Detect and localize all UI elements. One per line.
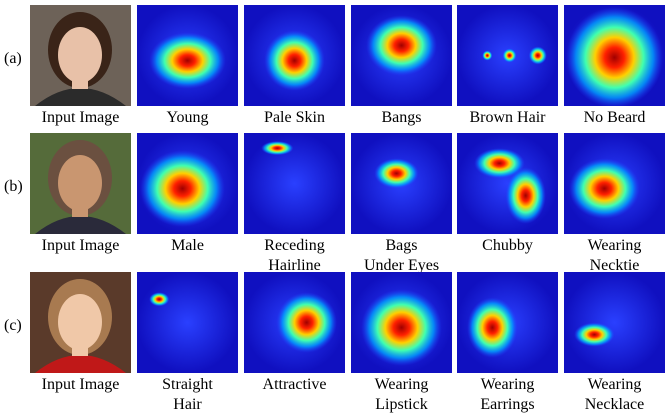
caption-line: Male (133, 236, 243, 256)
activation (140, 150, 225, 227)
heatmap (457, 5, 558, 106)
activation (529, 46, 547, 64)
activation (276, 292, 337, 353)
activation (505, 167, 545, 224)
caption-line: Receding (240, 236, 350, 256)
activation (566, 7, 663, 106)
heatmap-bg (137, 272, 238, 373)
caption: Young (133, 108, 243, 128)
caption-line: Chubby (453, 236, 563, 256)
activation (569, 158, 640, 219)
activation (502, 48, 516, 62)
caption-line: Bangs (347, 108, 457, 128)
face (58, 155, 102, 211)
heatmap (244, 5, 345, 106)
heatmap-bg (244, 133, 345, 234)
heatmap (351, 133, 452, 234)
heatmap (137, 272, 238, 373)
input-image (30, 133, 131, 234)
activation (482, 50, 492, 60)
heatmap (351, 5, 452, 106)
caption-line: Input Image (26, 375, 136, 395)
caption: No Beard (560, 108, 668, 128)
heatmap (244, 272, 345, 373)
caption: Bangs (347, 108, 457, 128)
caption: Input Image (26, 108, 136, 128)
activation (264, 30, 325, 91)
caption-line: Wearing (560, 375, 668, 395)
caption-line: Wearing (560, 236, 668, 256)
caption-line: Straight (133, 375, 243, 395)
heatmap (351, 272, 452, 373)
caption: Male (133, 236, 243, 256)
face (58, 27, 102, 83)
caption: Brown Hair (453, 108, 563, 128)
caption-line: Input Image (26, 108, 136, 128)
activation (574, 323, 614, 347)
activation (374, 158, 418, 188)
caption-line: Hair (133, 395, 243, 415)
caption-line: Attractive (240, 375, 350, 395)
caption: Chubby (453, 236, 563, 256)
activation (149, 292, 169, 306)
input-image (30, 272, 131, 373)
caption-line: Input Image (26, 236, 136, 256)
caption: Input Image (26, 375, 136, 395)
caption-line: Earrings (453, 395, 563, 415)
activation (361, 289, 442, 366)
caption-line: Brown Hair (453, 108, 563, 128)
activation (149, 32, 226, 89)
heatmap (137, 5, 238, 106)
caption-line: Pale Skin (240, 108, 350, 128)
heatmap-bg (564, 272, 665, 373)
heatmap (244, 133, 345, 234)
caption-line: Necklace (560, 395, 668, 415)
heatmap (564, 272, 665, 373)
caption-line: No Beard (560, 108, 668, 128)
activation (261, 141, 293, 155)
face (58, 294, 102, 350)
caption-line: Bags (347, 236, 457, 256)
caption-line: Wearing (347, 375, 457, 395)
heatmap (564, 5, 665, 106)
heatmap (564, 133, 665, 234)
heatmap (137, 133, 238, 234)
caption-line: Lipstick (347, 395, 457, 415)
figure: (a)Input ImageYoungPale SkinBangsBrown H… (0, 0, 668, 415)
caption: Pale Skin (240, 108, 350, 128)
caption-line: Wearing (453, 375, 563, 395)
caption-line: Young (133, 108, 243, 128)
caption: Input Image (26, 236, 136, 256)
heatmap (457, 133, 558, 234)
heatmap (457, 272, 558, 373)
activation (366, 15, 437, 76)
input-image (30, 5, 131, 106)
activation (467, 297, 517, 358)
caption: Attractive (240, 375, 350, 395)
